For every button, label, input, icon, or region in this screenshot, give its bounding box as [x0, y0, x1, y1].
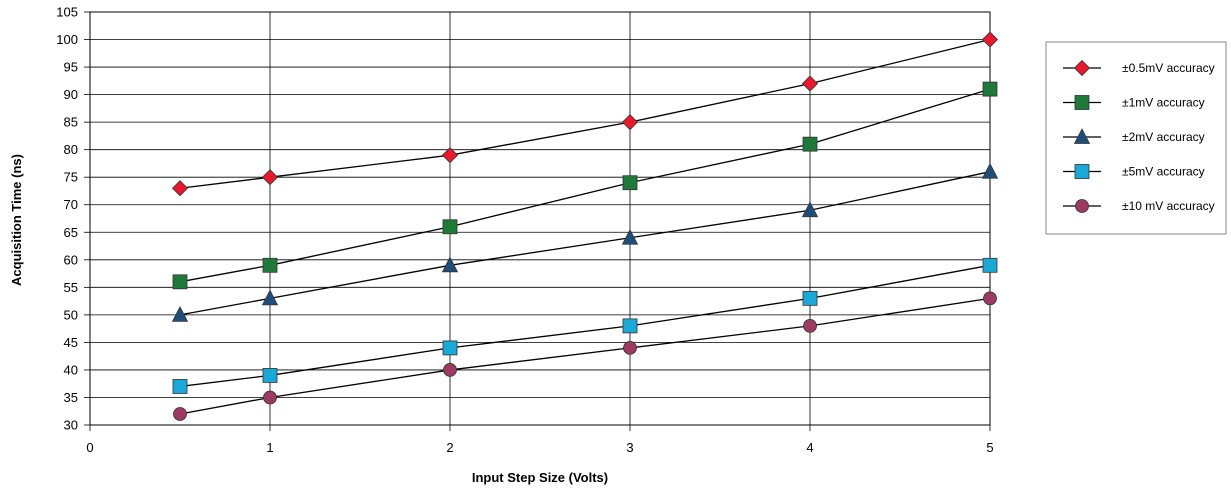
data-point	[172, 379, 188, 394]
legend-item: ±2mV accuracy	[1063, 128, 1205, 144]
x-tick-label: 1	[266, 440, 273, 455]
y-tick-label: 70	[64, 197, 78, 212]
series-line	[179, 297, 991, 415]
legend-marker	[1073, 128, 1091, 144]
y-tick-label: 55	[64, 280, 78, 295]
y-tick-label: 100	[56, 32, 78, 47]
series-line	[179, 88, 991, 283]
y-tick-label: 40	[64, 362, 78, 377]
data-point	[262, 368, 278, 383]
x-tick-label: 4	[806, 440, 813, 455]
x-tick-label: 3	[626, 440, 633, 455]
series-1	[171, 31, 999, 197]
data-point	[441, 256, 459, 273]
y-axis-title: Acquisition Time (ns)	[9, 154, 24, 286]
data-point	[983, 291, 997, 306]
data-point	[441, 147, 459, 164]
series-layer	[171, 31, 999, 421]
legend: ±0.5mV accuracy ±1mV accuracy ±2mV accurac…	[1045, 41, 1227, 235]
x-tick-label: 2	[446, 440, 453, 455]
data-point	[442, 340, 458, 356]
data-point	[801, 75, 819, 92]
legend-label: ±1mV accuracy	[1122, 96, 1205, 110]
legend-item: ±10 mV accuracy	[1063, 199, 1215, 213]
legend-item: ±5mV accuracy	[1063, 164, 1205, 179]
x-tick-label: 0	[86, 440, 93, 455]
series-2	[172, 81, 998, 290]
data-point	[982, 81, 998, 97]
data-point	[171, 305, 189, 322]
data-point	[622, 318, 638, 334]
data-point	[622, 175, 638, 191]
data-point	[261, 289, 279, 306]
data-point	[981, 162, 999, 179]
data-point	[172, 274, 188, 290]
y-tick-label: 35	[64, 390, 78, 405]
series-4	[172, 257, 998, 394]
y-tick-label: 45	[64, 335, 78, 350]
y-tick-label: 65	[64, 225, 78, 240]
series-line	[179, 264, 991, 388]
data-point	[801, 201, 819, 218]
legend-item: ±0.5mV accuracy	[1063, 59, 1215, 77]
legend-marker	[1075, 199, 1089, 213]
y-tick-label: 75	[64, 170, 78, 185]
data-point	[173, 407, 187, 421]
data-point	[623, 341, 637, 355]
legend-marker	[1073, 59, 1091, 77]
grid-lines	[89, 11, 991, 426]
y-tick-label: 105	[56, 5, 78, 20]
data-point	[621, 228, 639, 245]
legend-label: ±5mV accuracy	[1122, 165, 1205, 179]
plot-area-frame	[89, 11, 991, 426]
legend-marker	[1074, 95, 1090, 110]
x-tick-label: 5	[986, 440, 993, 455]
legend-label: ±2mV accuracy	[1122, 130, 1205, 144]
legend-item: ±1mV accuracy	[1063, 95, 1205, 110]
legend-label: ±0.5mV accuracy	[1122, 61, 1215, 75]
series-3	[171, 162, 999, 322]
series-line	[179, 171, 991, 316]
legend-label: ±10 mV accuracy	[1122, 199, 1215, 213]
data-point	[262, 257, 278, 273]
y-tick-labels: 30 35 40 45 50 55 60 65 70 75 80 85 90 95 100 105	[56, 5, 90, 433]
data-point	[981, 31, 999, 48]
y-tick-label: 60	[64, 252, 78, 267]
legend-box	[1045, 41, 1227, 235]
y-tick-label: 95	[64, 60, 78, 75]
data-point	[802, 290, 818, 306]
data-point	[442, 219, 458, 235]
data-point	[803, 318, 817, 333]
data-point	[802, 136, 818, 152]
x-tick-labels: 0 1 2 3 4 5	[86, 425, 994, 455]
y-tick-label: 30	[64, 418, 78, 433]
y-tick-label: 50	[64, 307, 78, 322]
legend-marker	[1074, 164, 1090, 179]
data-point	[621, 114, 639, 131]
series-line	[179, 38, 991, 189]
series-5	[173, 291, 997, 421]
y-tick-label: 90	[64, 87, 78, 102]
y-tick-label: 85	[64, 115, 78, 130]
y-tick-label: 80	[64, 142, 78, 157]
data-point	[263, 390, 277, 405]
data-point	[171, 180, 189, 197]
data-point	[261, 169, 279, 186]
data-point	[982, 257, 998, 273]
data-point	[443, 363, 457, 377]
x-axis-title: Input Step Size (Volts)	[472, 470, 608, 485]
